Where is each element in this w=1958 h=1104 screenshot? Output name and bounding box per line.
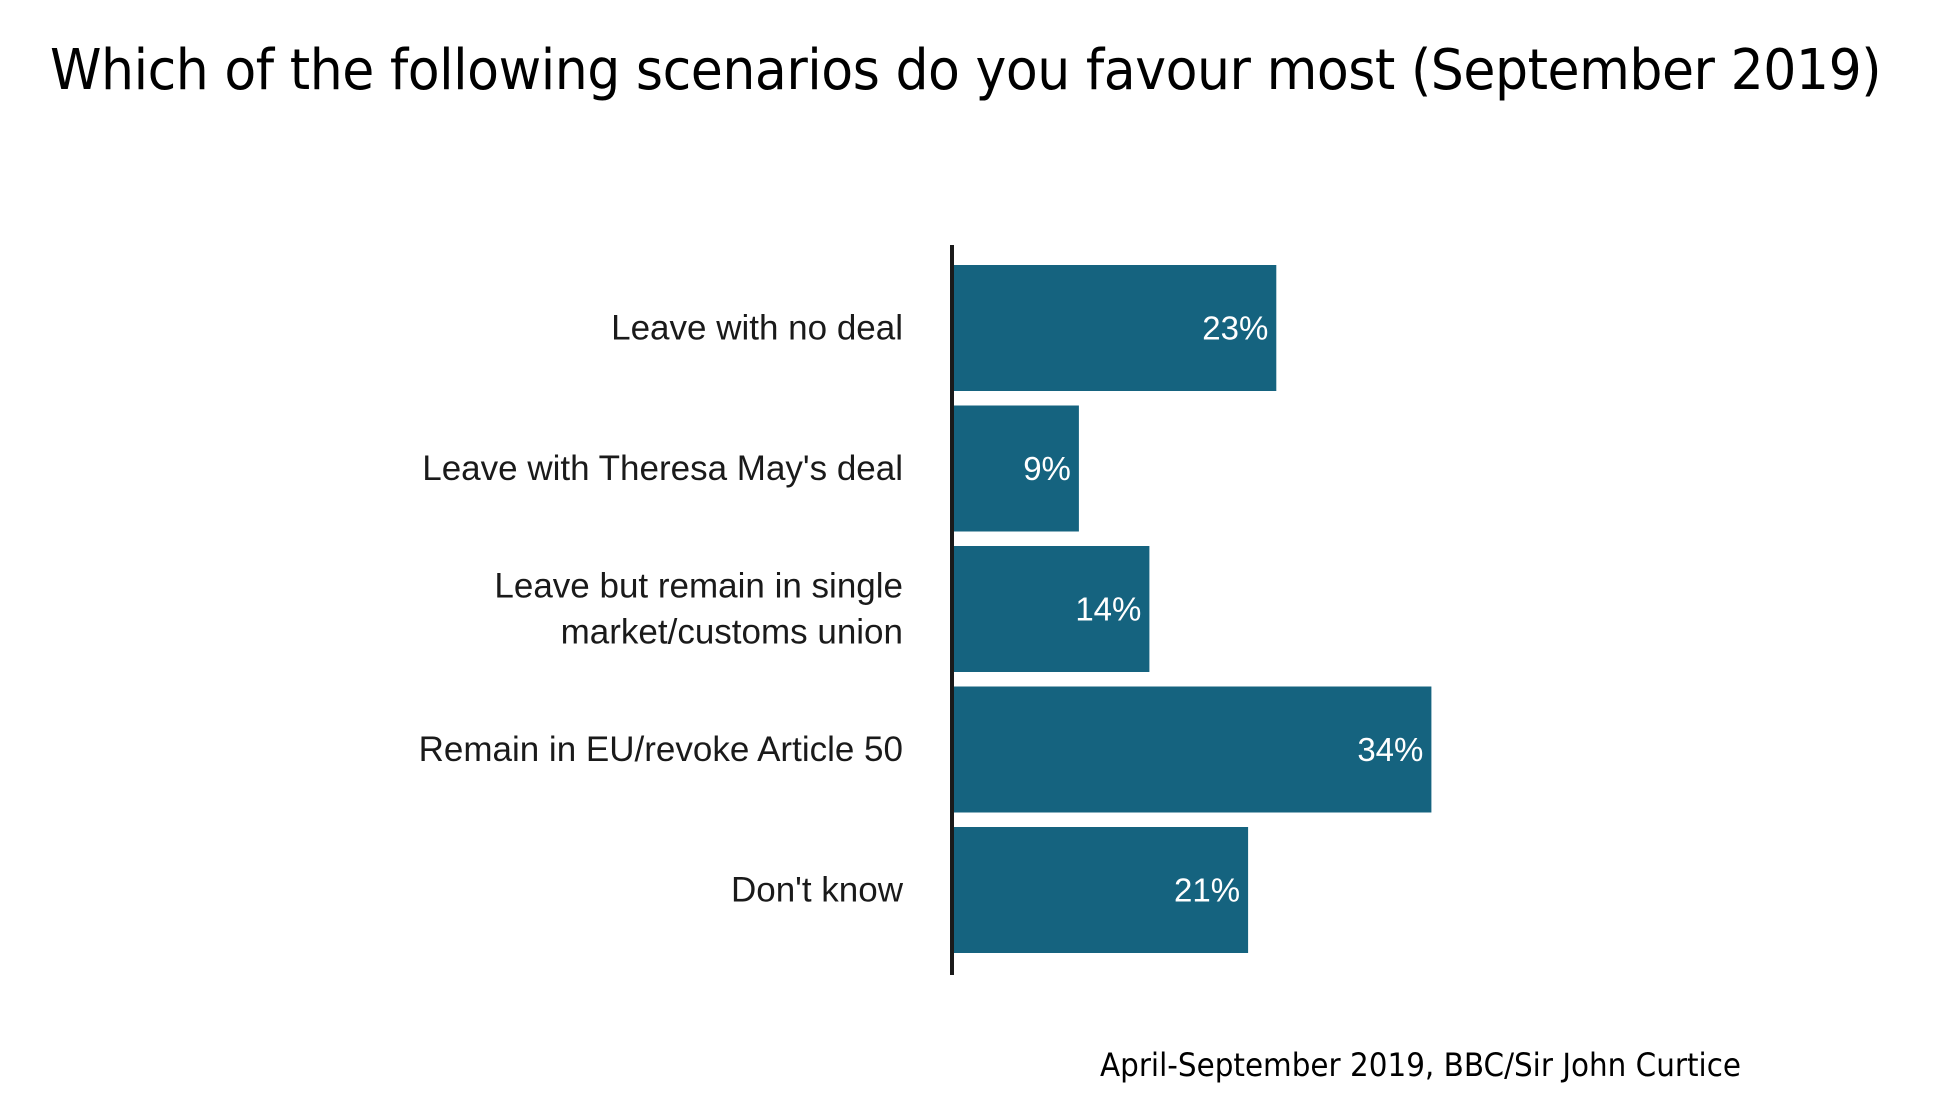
category-label-3: Remain in EU/revoke Article 50 bbox=[419, 730, 903, 769]
data-label-3: 34% bbox=[1357, 731, 1423, 768]
bars-layer bbox=[952, 265, 1432, 953]
bar-3 bbox=[952, 686, 1432, 813]
data-label-0: 23% bbox=[1202, 310, 1268, 347]
chart-title: Which of the following scenarios do you … bbox=[50, 38, 1882, 103]
data-label-2: 14% bbox=[1075, 591, 1141, 628]
data-label-4: 21% bbox=[1174, 872, 1240, 909]
category-label-1: Leave with Theresa May's deal bbox=[422, 449, 903, 488]
bar-1 bbox=[952, 405, 1079, 532]
bar-2 bbox=[952, 546, 1150, 672]
category-label-2-line-0: Leave but remain in single bbox=[494, 567, 903, 606]
data-label-1: 9% bbox=[1023, 450, 1071, 487]
source-note: April-September 2019, BBC/Sir John Curti… bbox=[1100, 1046, 1742, 1084]
category-label-2-line-1: market/customs union bbox=[561, 613, 903, 652]
labels-layer: 23% Leave with no deal 9% Leave with Theres… bbox=[419, 309, 1424, 910]
bar-0 bbox=[952, 265, 1277, 391]
category-label-0: Leave with no deal bbox=[611, 309, 903, 348]
bar-4 bbox=[952, 827, 1249, 953]
category-label-4: Don't know bbox=[731, 871, 904, 910]
